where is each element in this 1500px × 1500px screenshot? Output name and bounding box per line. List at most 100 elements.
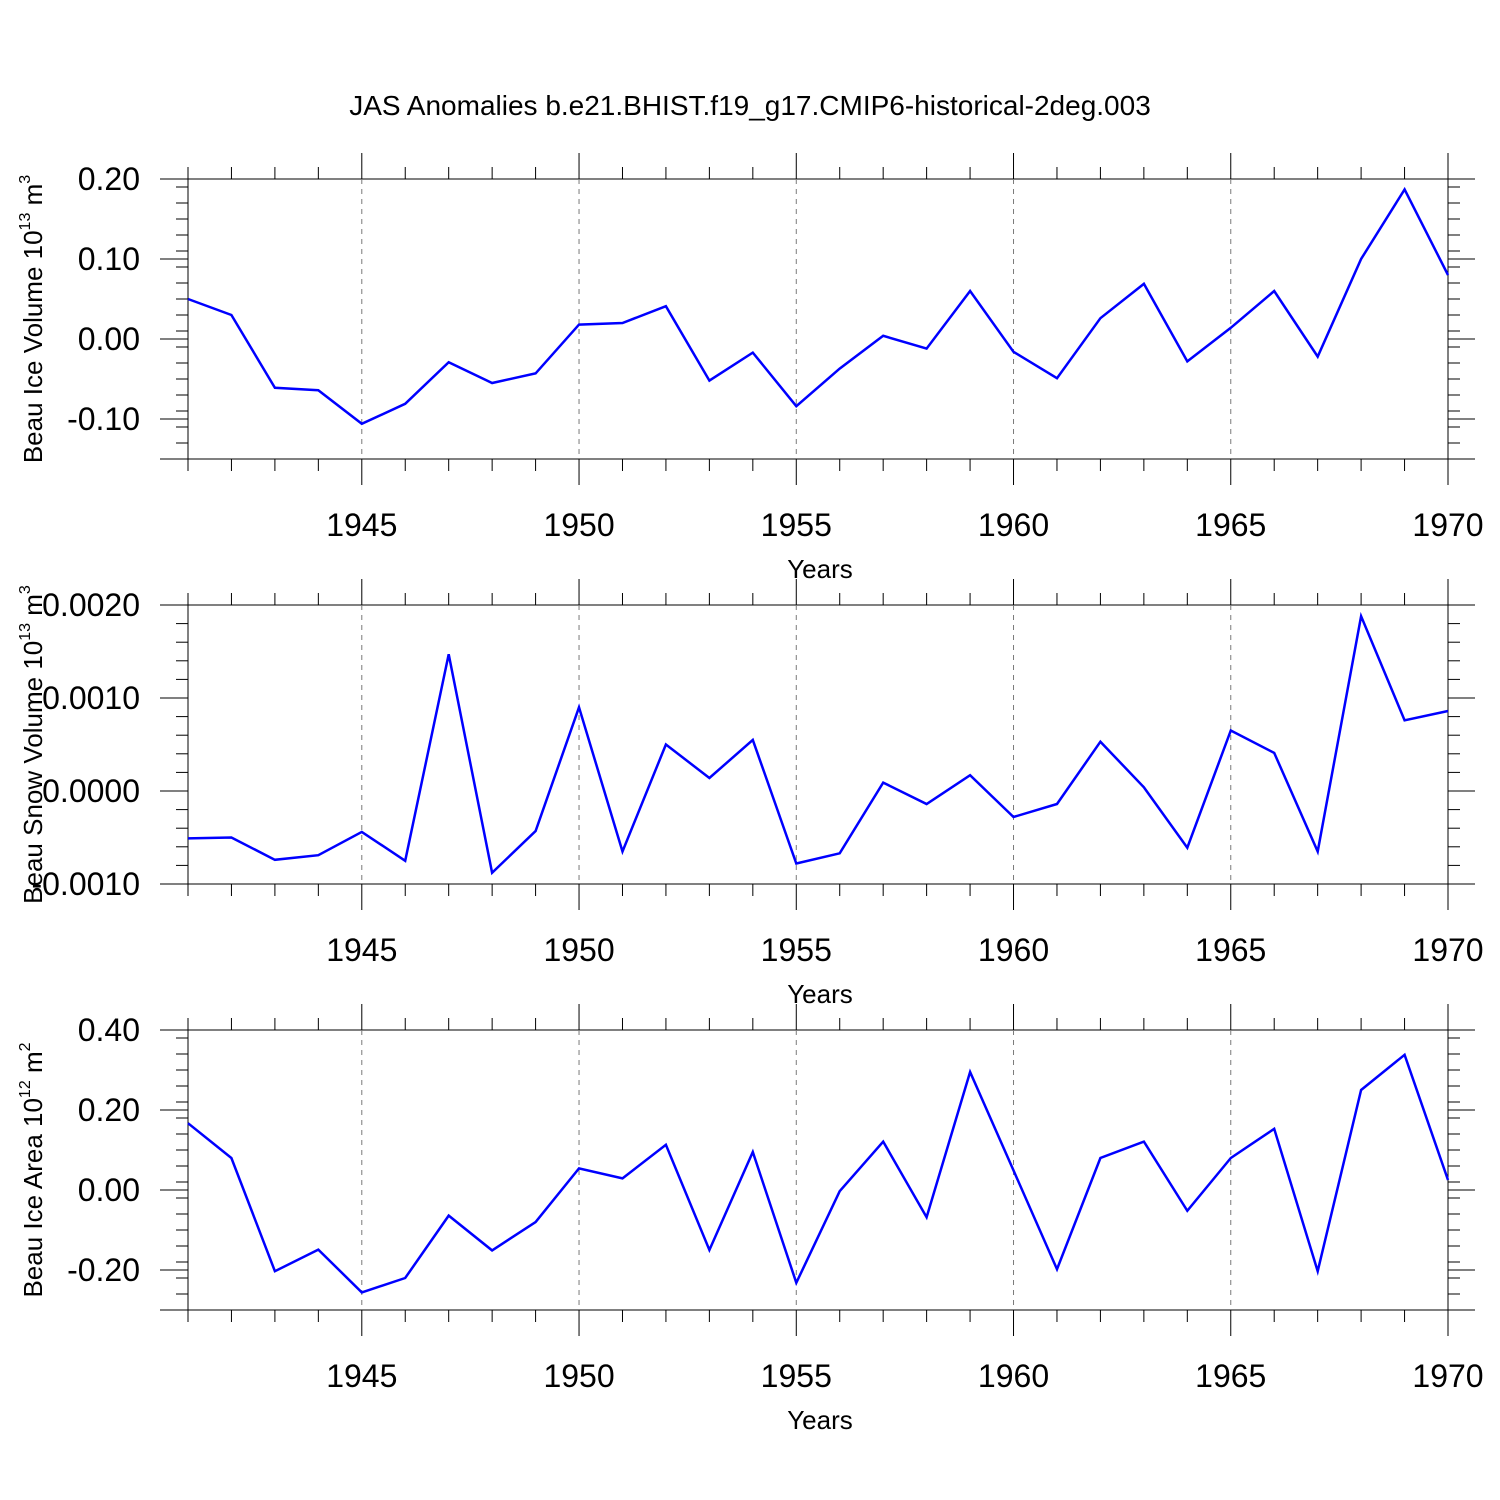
data-point: [577, 323, 581, 327]
data-point: [360, 422, 364, 426]
data-point: [229, 836, 233, 840]
chart-panel-3: 0.40 0.20 0.00 -0.20 1945 1950 1955 1960 1965 197…: [17, 1004, 1484, 1435]
data-point: [751, 351, 755, 355]
data-point: [1272, 289, 1276, 293]
data-point: [490, 381, 494, 385]
data-point: [273, 858, 277, 862]
data-point: [1403, 187, 1407, 191]
x-tick-label: 1955: [761, 932, 832, 968]
data-point: [1272, 751, 1276, 755]
data-point: [403, 1276, 407, 1280]
data-point: [925, 347, 929, 351]
y-tick-label: 0.00: [78, 1172, 140, 1208]
data-point: [620, 1176, 624, 1180]
x-axis-title: Years: [787, 979, 853, 1009]
y-tick-label: 0.0020: [42, 587, 140, 623]
x-tick-label: 1965: [1195, 932, 1266, 968]
data-point: [881, 1140, 885, 1144]
y-axis-title: Beau Ice Volume 1013 m3: [17, 175, 48, 463]
data-point: [577, 705, 581, 709]
data-point: [1359, 614, 1363, 618]
x-tick-label: 1955: [761, 507, 832, 543]
data-point: [1316, 849, 1320, 853]
data-series-line: [187, 611, 1449, 876]
data-point: [1359, 257, 1363, 261]
x-tick-label: 1960: [978, 1358, 1049, 1394]
x-tick-label: 1955: [761, 1358, 832, 1394]
data-point: [534, 829, 538, 833]
figure-title: JAS Anomalies b.e21.BHIST.f19_g17.CMIP6-…: [349, 90, 1151, 121]
data-point: [534, 1220, 538, 1224]
data-point: [1012, 1168, 1016, 1172]
data-point: [664, 743, 668, 747]
data-point: [360, 830, 364, 834]
data-point: [403, 859, 407, 863]
x-tick-label: 1950: [543, 507, 614, 543]
y-tick-label: 0.10: [78, 241, 140, 277]
data-point: [968, 773, 972, 777]
data-point: [707, 379, 711, 383]
y-tick-label: 0.00: [78, 321, 140, 357]
y-axis-title-text: Beau Ice Volume 10: [18, 230, 48, 463]
data-point: [1098, 1156, 1102, 1160]
data-point: [1446, 1178, 1450, 1182]
data-point: [316, 853, 320, 857]
y-axis-title-unit: m: [18, 594, 48, 623]
x-tick-label: 1970: [1412, 932, 1483, 968]
data-point: [620, 321, 624, 325]
y-axis-title-exponent: 13: [17, 213, 34, 231]
data-point: [1229, 1156, 1233, 1160]
x-tick-label: 1950: [543, 1358, 614, 1394]
y-tick-label: 0.0010: [42, 680, 140, 716]
x-tick-label: 1970: [1412, 507, 1483, 543]
data-point: [490, 871, 494, 875]
x-tick-label: 1960: [978, 932, 1049, 968]
data-point: [1098, 316, 1102, 320]
x-tick-label: 1950: [543, 932, 614, 968]
data-point: [1359, 1088, 1363, 1092]
chart-panels: 0.20 0.10 0.00 -0.10 1945 1950 1955 1960 1965 197…: [17, 153, 1484, 1435]
y-axis-title-exponent: 12: [17, 1080, 34, 1098]
y-tick-label: -0.20: [67, 1252, 140, 1288]
data-point: [1142, 785, 1146, 789]
data-point: [1272, 1127, 1276, 1131]
data-point: [925, 1215, 929, 1219]
data-point: [273, 1269, 277, 1273]
data-point: [664, 1143, 668, 1147]
y-tick-label: -0.0010: [31, 866, 140, 902]
data-point: [838, 367, 842, 371]
data-point: [447, 360, 451, 364]
data-point: [1185, 359, 1189, 363]
data-point: [534, 371, 538, 375]
y-tick-label: 0.20: [78, 161, 140, 197]
x-tick-label: 1965: [1195, 1358, 1266, 1394]
data-point: [794, 404, 798, 408]
x-axis-title: Years: [787, 1405, 853, 1435]
data-point: [1098, 740, 1102, 744]
x-tick-label: 1965: [1195, 507, 1266, 543]
y-axis-title: Beau Ice Area 1012 m2: [17, 1042, 48, 1297]
data-point: [881, 781, 885, 785]
data-point: [1229, 326, 1233, 330]
x-tick-label: 1945: [326, 1358, 397, 1394]
y-tick-label: 0.40: [78, 1012, 140, 1048]
y-axis-title-unit-exponent: 3: [17, 585, 34, 594]
data-point: [1403, 1053, 1407, 1057]
data-point: [707, 1248, 711, 1252]
data-point: [1446, 709, 1450, 713]
data-point: [1446, 273, 1450, 277]
data-point: [1012, 350, 1016, 354]
data-point: [186, 297, 190, 301]
y-tick-label: 0.20: [78, 1092, 140, 1128]
data-point: [1142, 282, 1146, 286]
chart-panel-2: 0.0020 0.0010 0.0000 -0.0010 1945 1950 1955 196…: [17, 579, 1484, 1009]
data-point: [794, 1281, 798, 1285]
x-tick-label: 1960: [978, 507, 1049, 543]
data-point: [968, 1070, 972, 1074]
y-axis-title-unit: m: [18, 1051, 48, 1080]
x-axis-title: Years: [787, 554, 853, 584]
x-tick-label: 1970: [1412, 1358, 1483, 1394]
data-point: [1403, 718, 1407, 722]
data-point: [751, 1150, 755, 1154]
